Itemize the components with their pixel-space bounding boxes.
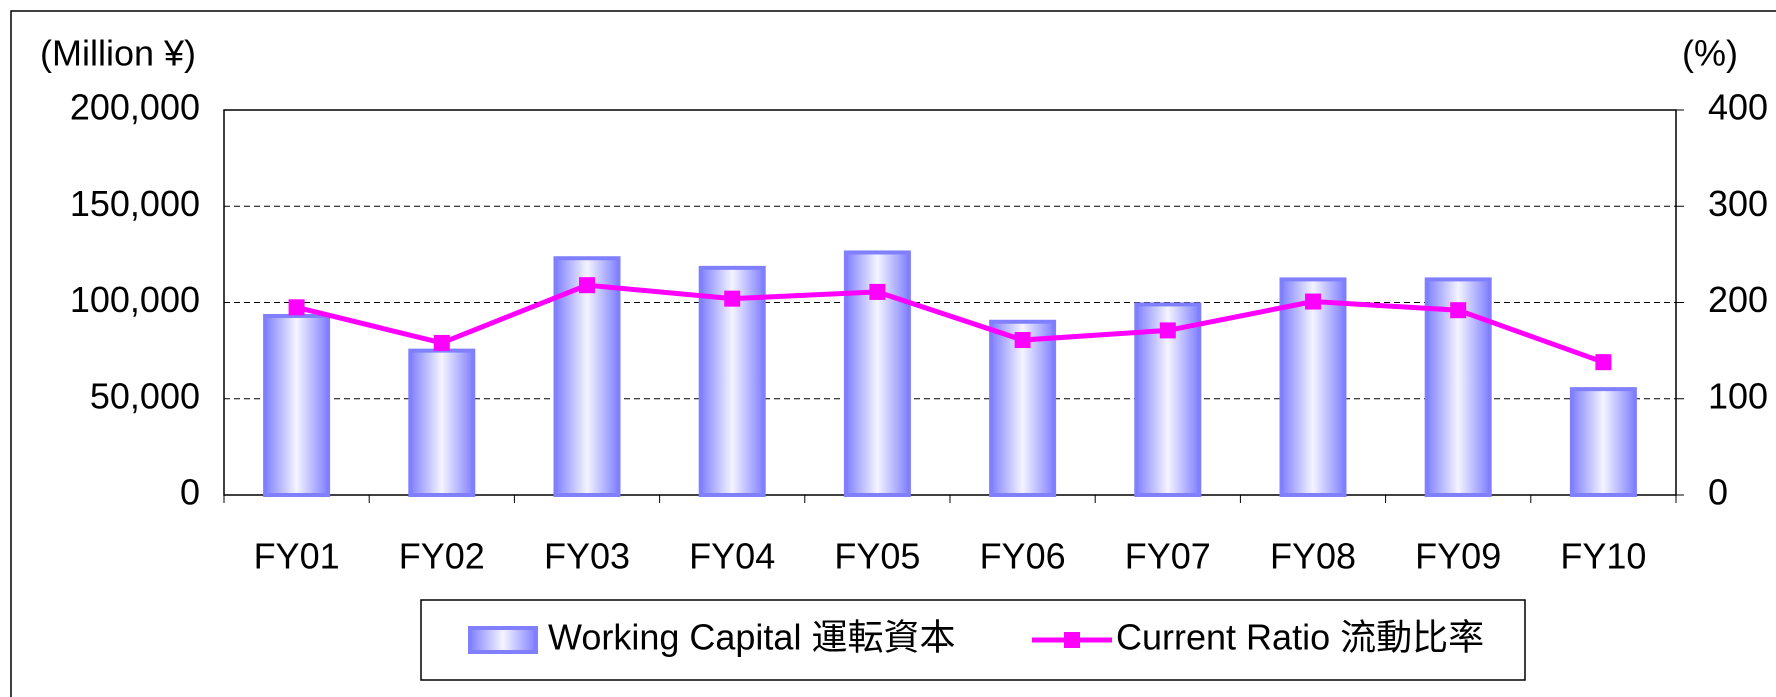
line-marker: [433, 334, 450, 351]
bar: [1569, 387, 1637, 497]
line-marker: [1014, 332, 1031, 349]
line-marker: [1305, 293, 1321, 310]
bar: [1279, 277, 1347, 497]
bar: [989, 319, 1057, 497]
legend-swatch: [1064, 632, 1080, 648]
x-tick-label: FY10: [1560, 536, 1646, 577]
y-tick-label: 0: [180, 472, 200, 513]
y-tick-label: 50,000: [90, 375, 200, 416]
x-tick-label: FY01: [254, 536, 340, 577]
bar: [553, 256, 621, 497]
legend-swatch: [468, 626, 538, 654]
x-tick-label: FY09: [1415, 536, 1501, 577]
y2-tick-label: 300: [1708, 183, 1768, 224]
y2-axis-label: (%): [1682, 33, 1738, 74]
x-tick-label: FY03: [544, 536, 630, 577]
x-tick-label: FY08: [1270, 536, 1356, 577]
legend: [420, 599, 1526, 681]
y2-tick-label: 0: [1708, 472, 1728, 513]
line-marker: [1159, 322, 1176, 339]
line: [296, 282, 1605, 365]
y2-tick-label: 400: [1708, 87, 1768, 128]
x-tick-label: FY07: [1125, 536, 1211, 577]
line-marker: [1450, 302, 1467, 319]
y-axis-label: (Million ¥): [40, 33, 196, 74]
legend-label: Working Capital 運転資本: [548, 617, 955, 658]
x-tick-label: FY06: [980, 536, 1066, 577]
bar: [408, 348, 476, 497]
line-marker: [288, 299, 305, 316]
line-marker: [869, 283, 886, 300]
x-tick-label: FY04: [689, 536, 775, 577]
line-marker: [724, 290, 741, 307]
line-marker: [1595, 354, 1612, 371]
y-tick-label: 150,000: [70, 183, 200, 224]
x-tick-label: FY02: [399, 536, 485, 577]
x-tick-label: FY05: [834, 536, 920, 577]
y2-tick-label: 100: [1708, 375, 1768, 416]
line-marker: [579, 277, 595, 294]
y-tick-label: 200,000: [70, 87, 200, 128]
bar: [263, 313, 331, 497]
y2-tick-label: 200: [1708, 279, 1768, 320]
legend-label: Current Ratio 流動比率: [1116, 617, 1484, 658]
y-tick-label: 100,000: [70, 279, 200, 320]
